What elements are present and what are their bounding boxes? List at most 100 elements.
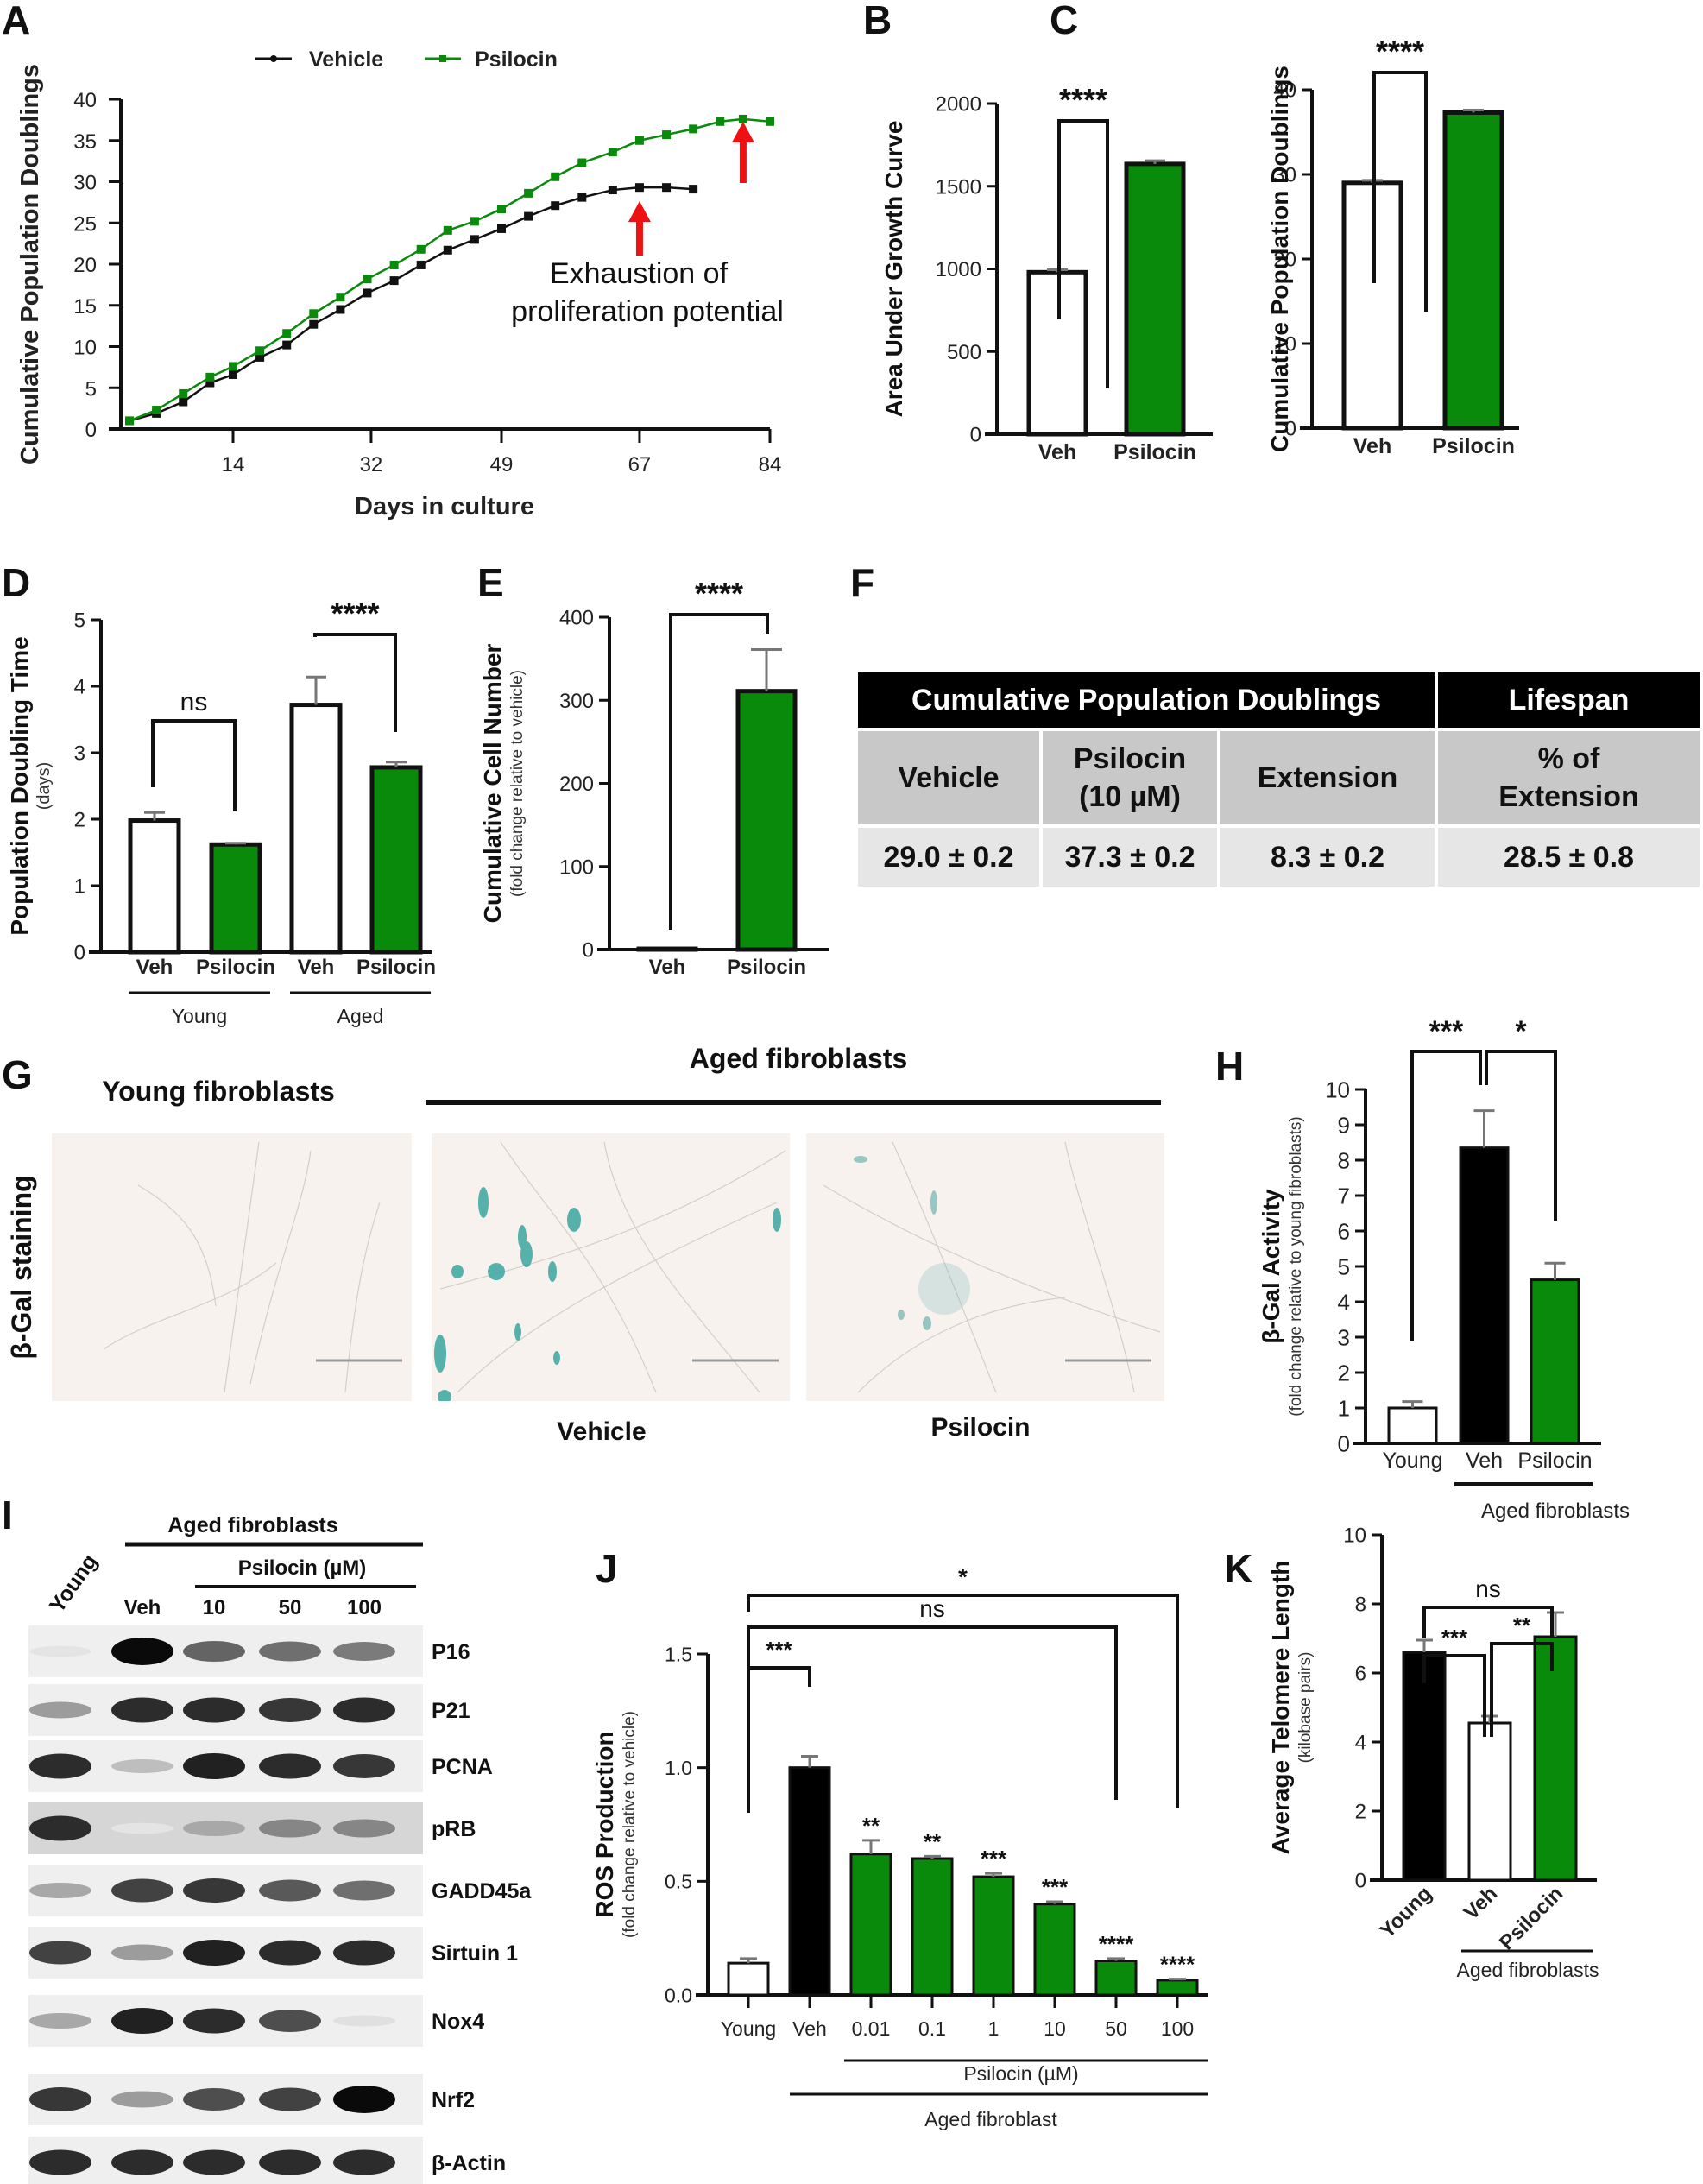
data-point-vehicle (634, 183, 644, 193)
blot-band (259, 1940, 321, 1966)
caption-vehicle: Vehicle (557, 1417, 646, 1446)
table-header-cpd: Cumulative Population Doublings (858, 672, 1435, 728)
blot-band (333, 1880, 395, 1901)
y-tick-label: 5 (74, 609, 85, 633)
bar-veh (128, 818, 181, 955)
x-category-label: 0.1 (918, 2017, 946, 2040)
data-point-psilocin (577, 158, 587, 167)
y-tick-label: 6 (1355, 1663, 1366, 1686)
exhaustion-arrow-shaft (635, 220, 643, 256)
x-category-label: Psilocin (1517, 1449, 1592, 1473)
blot-protein-label: P16 (432, 1640, 470, 1664)
aged-fibroblasts-title: Aged fibroblasts (690, 1043, 907, 1074)
bar-veh (289, 703, 343, 955)
blot-band (333, 2149, 395, 2175)
panel-label-b: B (863, 0, 892, 42)
significance-bracket (1372, 71, 1428, 312)
y-axis-title: ROS Production (591, 1731, 618, 1917)
group-label: Aged (337, 1005, 384, 1027)
data-point-psilocin (282, 329, 292, 338)
y-tick-label: 8 (1355, 1594, 1366, 1617)
blot-band (183, 2149, 245, 2175)
y-tick-label: 1 (74, 875, 85, 899)
x-category-label: Young (721, 2017, 776, 2040)
blot-protein-label: GADD45a (432, 1879, 532, 1903)
x-tick-label: 49 (490, 453, 514, 477)
bar-veh (1467, 1721, 1512, 1882)
data-point-psilocin (738, 114, 747, 123)
bar-psilocin (209, 842, 262, 955)
micrograph-aged-psilocin (806, 1133, 1164, 1401)
x-category-label: 0.01 (852, 2017, 891, 2040)
data-point-vehicle (608, 186, 617, 195)
blot-lane-label: 50 (279, 1596, 302, 1619)
bar-veh (1459, 1146, 1510, 1445)
blot-band (333, 1642, 395, 1661)
y-tick-label: 7 (1338, 1183, 1350, 1209)
y-tick-label: 0.5 (665, 1871, 692, 1893)
bar-100 (1156, 1979, 1199, 1997)
y-tick-label: 10 (1325, 1076, 1350, 1102)
y-tick-label: 30 (73, 172, 97, 195)
y-tick-label: 500 (947, 341, 981, 364)
panel-label-g: G (2, 1052, 33, 1097)
blot-band (111, 2149, 173, 2175)
data-point-vehicle (205, 378, 215, 388)
table-col-vehicle: Vehicle (858, 731, 1039, 824)
x-category-label: Psilocin (1432, 434, 1515, 458)
group-label: Aged fibroblast (924, 2108, 1057, 2130)
data-point-vehicle (229, 369, 237, 379)
y-tick-label: 2000 (936, 93, 981, 117)
micrograph-vehicle-image (434, 1141, 786, 1401)
y-tick-label: 100 (559, 855, 594, 879)
data-point-psilocin (309, 309, 319, 319)
group-label: Aged fibroblasts (1481, 1499, 1630, 1523)
bar-1 (972, 1875, 1015, 1997)
data-point-psilocin (205, 372, 215, 382)
significance-label: *** (1429, 1015, 1464, 1048)
y-tick-label: 200 (559, 773, 594, 796)
panel-label-c: C (1050, 0, 1079, 42)
col-label: % of (1537, 742, 1600, 775)
y-axis-title: Cumulative Population Doublings (16, 64, 44, 464)
panel-label-j: J (596, 1546, 618, 1591)
y-axis-title: Cumulative Cell Number (479, 644, 506, 924)
significance-bracket (1410, 1050, 1482, 1341)
x-category-label: 50 (1105, 2017, 1127, 2040)
data-point-vehicle (389, 276, 399, 286)
y-tick-label: 300 (559, 690, 594, 713)
significance-bracket (669, 613, 769, 930)
y-axis-subtitle: (kilobase pairs) (1296, 1652, 1315, 1764)
significance-bracket (1422, 1654, 1486, 1737)
significance-bracket (747, 1594, 1179, 1808)
blot-band (111, 2008, 173, 2034)
x-category-label: Veh (792, 2017, 827, 2040)
bar-young (1387, 1406, 1438, 1445)
bar-significance-label: **** (1099, 1931, 1134, 1957)
panel-label-a: A (2, 0, 31, 42)
bar-01 (911, 1857, 954, 1997)
group-label: Aged fibroblasts (1457, 1959, 1599, 1981)
table-f-lifespan: Cumulative Population Doublings Lifespan… (855, 669, 1703, 890)
data-point-psilocin (497, 205, 506, 214)
blot-band (29, 2087, 91, 2111)
panel-label-k: K (1224, 1546, 1253, 1591)
y-tick-label: 30 (1273, 164, 1296, 187)
bar-psilocin (735, 689, 798, 952)
bar-psilocin (1533, 1635, 1578, 1882)
blot-band (183, 1821, 245, 1836)
y-tick-label: 4 (1355, 1732, 1366, 1755)
data-point-psilocin (229, 362, 237, 371)
col-label: Extension (1257, 761, 1398, 794)
data-point-vehicle (524, 211, 533, 221)
data-point-vehicle (551, 201, 560, 211)
significance-label: **** (1376, 34, 1424, 69)
panel-label-e: E (477, 560, 504, 605)
blot-protein-label: pRB (432, 1817, 476, 1841)
data-point-psilocin (689, 124, 698, 134)
y-axis-subtitle: (days) (35, 762, 54, 811)
bar-001 (849, 1853, 892, 1997)
significance-label: *** (1441, 1625, 1468, 1651)
blot-band (183, 1641, 245, 1662)
data-point-psilocin (179, 388, 188, 398)
